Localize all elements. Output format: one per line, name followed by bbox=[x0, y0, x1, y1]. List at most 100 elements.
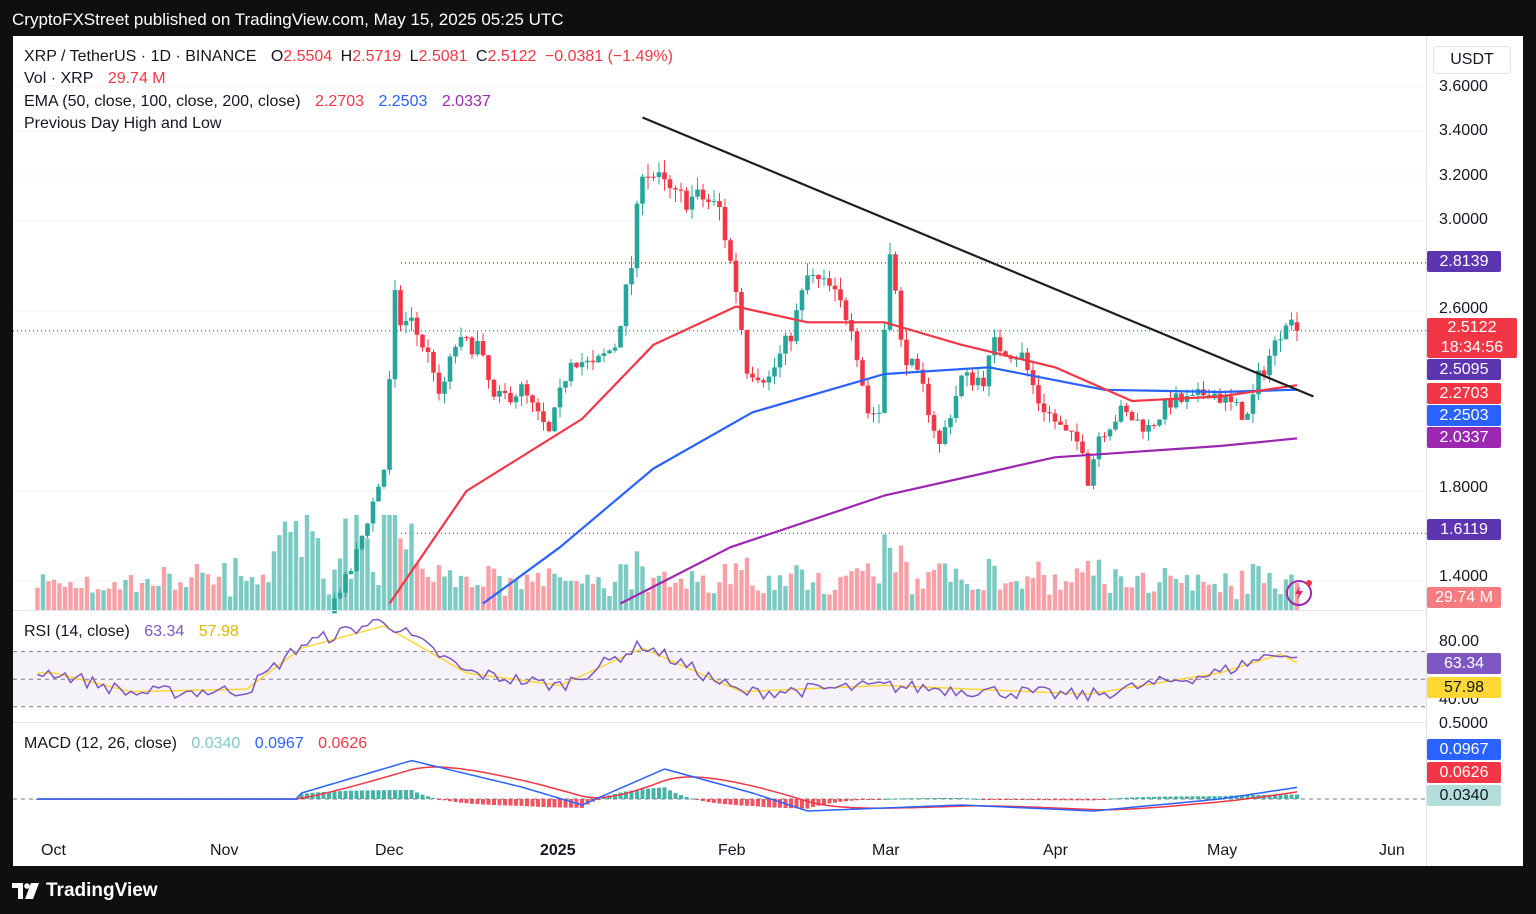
macd-signal-line bbox=[37, 766, 1298, 811]
macd-histogram-bar bbox=[921, 798, 925, 800]
volume-bar bbox=[1201, 581, 1206, 610]
candle-body bbox=[992, 337, 997, 356]
candle-body bbox=[563, 381, 568, 388]
volume-bar bbox=[634, 551, 640, 610]
candle-body bbox=[618, 326, 623, 348]
candle-body bbox=[915, 358, 920, 370]
macd-histogram-bar bbox=[673, 792, 678, 799]
volume-bar bbox=[486, 565, 491, 610]
macd-histogram-bar bbox=[376, 790, 381, 799]
volume-bar bbox=[178, 582, 183, 610]
volume-bar bbox=[871, 576, 876, 610]
pdhl-legend[interactable]: Previous Day High and Low bbox=[24, 115, 225, 133]
volume-bar bbox=[618, 564, 623, 610]
volume-bar bbox=[299, 556, 304, 610]
volume-bar bbox=[233, 558, 238, 610]
price-tick: 3.0000 bbox=[1439, 211, 1488, 228]
macd-tick: 0.5000 bbox=[1439, 715, 1488, 732]
candle-body bbox=[700, 189, 706, 200]
macd-histogram-bar bbox=[1141, 797, 1145, 799]
volume-bar bbox=[1014, 581, 1019, 610]
macd-histogram-bar bbox=[1190, 796, 1195, 799]
macd-histogram-bar bbox=[1053, 799, 1057, 801]
candle-body bbox=[777, 353, 783, 368]
volume-bar bbox=[838, 576, 843, 610]
publisher-text: CryptoFXStreet published on TradingView.… bbox=[12, 10, 564, 29]
volume-bar bbox=[35, 587, 40, 610]
candle-body bbox=[601, 353, 607, 356]
volume-bar bbox=[288, 532, 293, 610]
volume-bar bbox=[277, 535, 282, 610]
volume-bar bbox=[656, 575, 662, 610]
candle-body bbox=[953, 396, 959, 419]
currency-button[interactable]: USDT bbox=[1433, 46, 1511, 74]
volume-bar bbox=[1184, 574, 1190, 610]
volume-bar bbox=[519, 589, 524, 610]
macd-histogram-bar bbox=[1130, 797, 1134, 799]
macd-histogram-bar bbox=[437, 799, 441, 800]
volume-bar bbox=[266, 582, 271, 610]
macd-histogram-bar bbox=[420, 794, 425, 799]
volume-bar bbox=[40, 574, 46, 610]
volume-bar bbox=[574, 580, 579, 610]
volume-legend[interactable]: Vol · XRP 29.74 M bbox=[24, 70, 170, 88]
macd-histogram-bar bbox=[1289, 794, 1294, 799]
chart-canvas[interactable] bbox=[13, 36, 1523, 866]
ema-legend[interactable]: EMA (50, close, 100, close, 200, close) … bbox=[24, 93, 495, 111]
volume-bar bbox=[755, 590, 761, 610]
rsi-pane-separator[interactable] bbox=[13, 610, 1426, 611]
volume-bar bbox=[1168, 575, 1173, 610]
ema100-price-label: 2.2503 bbox=[1427, 405, 1501, 426]
candle-body bbox=[458, 337, 464, 347]
macd-pane-separator[interactable] bbox=[13, 722, 1426, 723]
symbol-name[interactable]: XRP / TetherUS · 1D · BINANCE bbox=[24, 48, 257, 65]
candle-body bbox=[920, 369, 926, 384]
macd-histogram-bar bbox=[1080, 799, 1085, 801]
volume-bar bbox=[1025, 576, 1030, 610]
candle-body bbox=[585, 360, 590, 363]
open-label: O bbox=[270, 48, 284, 65]
rsi-legend[interactable]: RSI (14, close) 63.34 57.98 bbox=[24, 623, 243, 641]
candle-body bbox=[1289, 319, 1294, 326]
price-axis-separator bbox=[1426, 36, 1427, 866]
macd-histogram-bar bbox=[360, 790, 364, 799]
volume-bar bbox=[475, 585, 480, 610]
volume-bar bbox=[1256, 566, 1261, 610]
candle-body bbox=[1261, 370, 1267, 376]
volume-bar bbox=[821, 594, 827, 610]
candle-body bbox=[607, 350, 612, 354]
volume-bar bbox=[1118, 576, 1124, 610]
macd-histogram-bar bbox=[739, 799, 744, 806]
macd-histogram-bar bbox=[981, 799, 986, 800]
macd-histogram-bar bbox=[712, 799, 716, 803]
macd-legend[interactable]: MACD (12, 26, close) 0.0340 0.0967 0.062… bbox=[24, 735, 371, 753]
bar-countdown: 18:34:56 bbox=[1440, 339, 1504, 356]
macd-histogram-bar bbox=[497, 799, 502, 806]
macd-histogram-bar bbox=[459, 799, 463, 803]
macd-histogram-bar bbox=[1003, 799, 1008, 800]
candle-body bbox=[403, 320, 409, 326]
candle-body bbox=[1036, 385, 1041, 404]
volume-bar bbox=[1003, 583, 1008, 610]
candle-body bbox=[1245, 413, 1250, 420]
volume-bar bbox=[1162, 568, 1168, 610]
macd-histogram-bar bbox=[1135, 797, 1140, 799]
volume-bar bbox=[134, 591, 139, 610]
macd-histogram-bar bbox=[976, 798, 980, 800]
macd-histogram-bar bbox=[1273, 794, 1277, 799]
rsi-ma-label: 57.98 bbox=[1427, 677, 1501, 698]
candle-body bbox=[651, 176, 656, 178]
volume-bar bbox=[1129, 587, 1135, 610]
lightning-icon[interactable] bbox=[1285, 578, 1312, 606]
macd-histogram-bar bbox=[690, 798, 694, 800]
macd-histogram-bar bbox=[426, 796, 430, 799]
macd-histogram-bar bbox=[1179, 796, 1184, 799]
candle-body bbox=[486, 355, 491, 380]
macd-histogram-bar bbox=[569, 799, 573, 808]
tradingview-logo[interactable]: TradingView bbox=[12, 880, 158, 902]
volume-bar bbox=[524, 574, 530, 610]
volume-bar bbox=[62, 586, 68, 610]
candle-body bbox=[997, 337, 1003, 352]
volume-bar bbox=[387, 515, 392, 610]
macd-value-label: 0.0967 bbox=[1427, 739, 1501, 760]
